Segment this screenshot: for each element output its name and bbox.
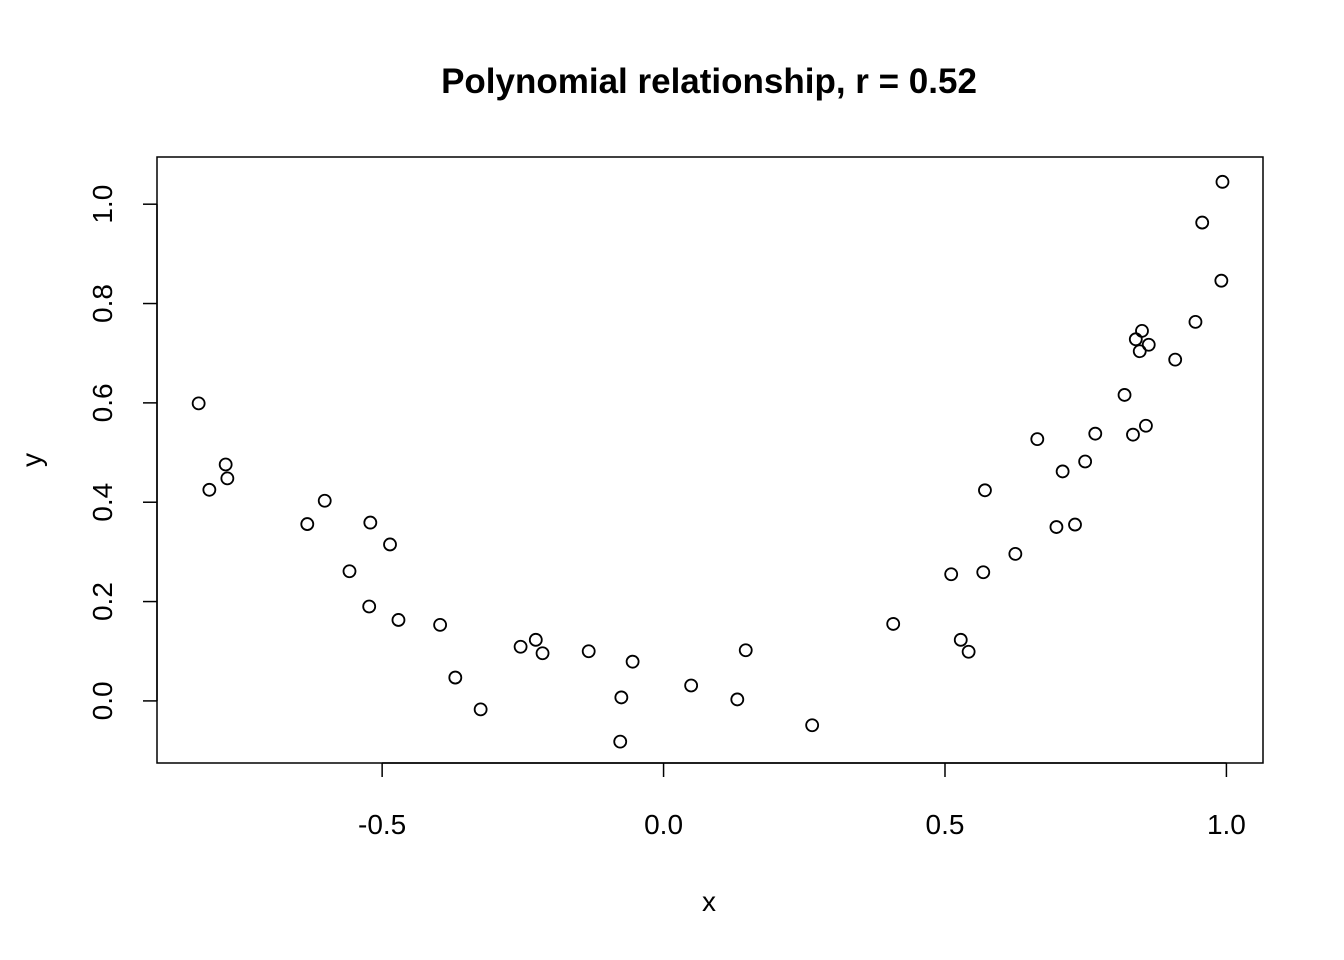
- y-tick-label: 0.6: [87, 383, 118, 422]
- x-tick-label: 1.0: [1207, 809, 1246, 840]
- data-point: [1078, 454, 1093, 469]
- data-point: [1215, 174, 1230, 189]
- data-point: [433, 618, 448, 632]
- data-point: [730, 692, 745, 707]
- data-point: [391, 613, 406, 627]
- data-point: [1128, 332, 1143, 347]
- data-point: [342, 564, 357, 579]
- y-tick-label: 0.2: [87, 582, 118, 621]
- data-point: [300, 517, 315, 531]
- y-tick-label: 0.8: [87, 284, 118, 323]
- x-tick-label: 0.0: [644, 809, 683, 840]
- data-point: [220, 471, 235, 486]
- data-point: [1068, 517, 1082, 532]
- data-point: [202, 482, 217, 497]
- data-point: [473, 702, 488, 717]
- data-point: [1126, 427, 1140, 442]
- data-point: [218, 457, 233, 472]
- data-point: [1008, 546, 1023, 561]
- x-axis: -0.5 0.0 0.5 1.0: [358, 762, 1246, 840]
- x-tick-label: -0.5: [358, 809, 406, 840]
- data-point: [738, 643, 753, 658]
- data-point: [513, 639, 528, 654]
- x-tick-label: 0.5: [926, 809, 965, 840]
- data-point: [448, 670, 463, 685]
- data-point: [1168, 352, 1183, 367]
- data-point: [535, 646, 550, 661]
- y-axis: 0.0 0.2 0.4 0.6 0.8 1.0: [87, 185, 158, 720]
- data-point: [581, 644, 596, 659]
- data-point: [1117, 388, 1132, 402]
- data-point: [976, 565, 991, 580]
- y-axis-label: y: [16, 453, 47, 467]
- data-point: [805, 718, 820, 733]
- data-point: [363, 515, 378, 530]
- data-point: [528, 632, 543, 647]
- data-point: [1141, 337, 1156, 352]
- data-point: [886, 617, 901, 631]
- y-tick-label: 0.0: [87, 681, 118, 720]
- data-point: [1195, 215, 1210, 230]
- data-point: [362, 599, 377, 614]
- data-point: [978, 483, 992, 498]
- data-point: [1055, 464, 1070, 479]
- data-point: [1139, 418, 1153, 433]
- chart-title: Polynomial relationship, r = 0.52: [441, 62, 977, 101]
- data-point: [1135, 323, 1149, 338]
- data-point: [191, 396, 206, 411]
- data-point: [961, 644, 976, 659]
- data-point: [614, 690, 629, 705]
- data-point: [383, 537, 397, 552]
- y-tick-label: 0.4: [87, 483, 118, 522]
- data-point: [1088, 426, 1103, 441]
- data-point: [1132, 344, 1147, 359]
- data-point: [613, 734, 628, 749]
- data-point: [953, 632, 968, 647]
- data-points: [191, 174, 1230, 749]
- data-point: [1030, 432, 1045, 447]
- data-point: [1049, 520, 1064, 534]
- plot-frame: [156, 156, 1264, 764]
- x-axis-label: x: [702, 886, 716, 917]
- data-point: [1188, 315, 1203, 329]
- y-tick-label: 1.0: [87, 185, 118, 224]
- data-point: [625, 654, 640, 669]
- data-point: [1214, 273, 1229, 288]
- data-point: [317, 493, 332, 508]
- data-point: [684, 678, 699, 693]
- data-point: [944, 567, 959, 582]
